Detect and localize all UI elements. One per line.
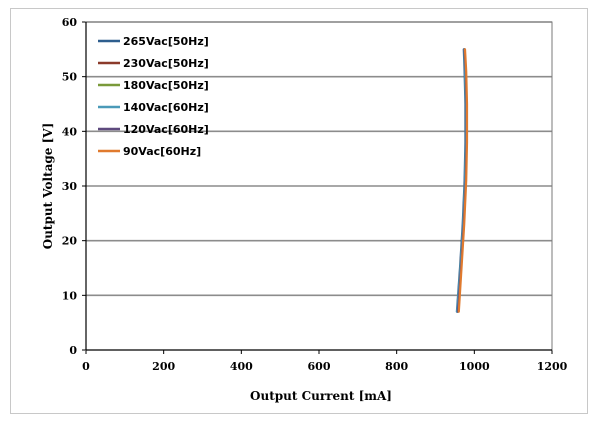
legend-label-1: 230Vac[50Hz] bbox=[123, 57, 209, 70]
tick-label-y: 10 bbox=[62, 289, 78, 302]
series-lines bbox=[455, 48, 469, 313]
legend-label-0: 265Vac[50Hz] bbox=[123, 35, 209, 48]
tick-label-y: 50 bbox=[62, 71, 78, 84]
tick-label-x: 1000 bbox=[459, 360, 490, 373]
tick-label-x: 800 bbox=[385, 360, 408, 373]
tick-label-x: 600 bbox=[308, 360, 331, 373]
tick-label-x: 0 bbox=[82, 360, 90, 373]
tick-label-y: 60 bbox=[62, 16, 78, 29]
tick-label-y: 30 bbox=[62, 180, 78, 193]
tick-label-y: 20 bbox=[62, 235, 78, 248]
axes bbox=[82, 21, 553, 354]
tick-label-x: 400 bbox=[230, 360, 253, 373]
legend-label-4: 120Vac[60Hz] bbox=[123, 123, 209, 136]
tick-label-x: 1200 bbox=[537, 360, 568, 373]
tick-label-y: 40 bbox=[62, 125, 78, 138]
chart-frame bbox=[10, 8, 588, 414]
legend-label-2: 180Vac[50Hz] bbox=[123, 79, 209, 92]
tick-label-x: 200 bbox=[152, 360, 175, 373]
legend-label-3: 140Vac[60Hz] bbox=[123, 101, 209, 114]
series-line-5 bbox=[457, 48, 469, 313]
tick-label-y: 0 bbox=[69, 344, 77, 357]
y-axis-label: Output Voltage [V] bbox=[41, 123, 55, 250]
x-axis-label: Output Current [mA] bbox=[250, 389, 392, 403]
legend-label-5: 90Vac[60Hz] bbox=[123, 145, 201, 158]
legend: 265Vac[50Hz] 230Vac[50Hz] 180Vac[50Hz] 140V… bbox=[98, 35, 209, 158]
